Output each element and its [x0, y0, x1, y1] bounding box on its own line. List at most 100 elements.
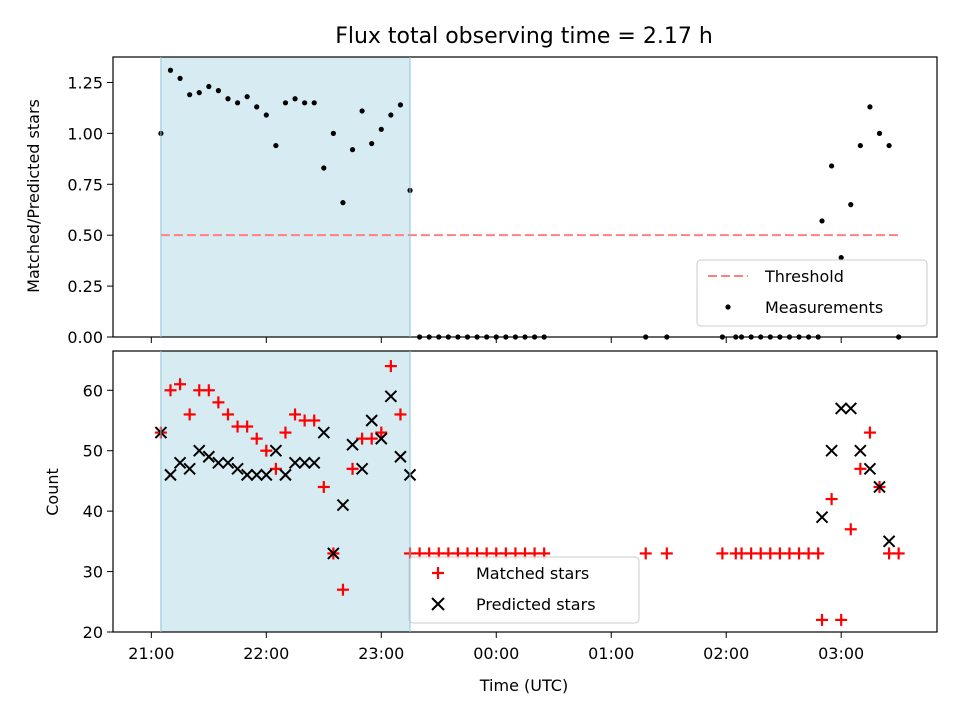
matched-star-point: [854, 462, 867, 475]
y-tick-label: 0.75: [67, 175, 103, 194]
predicted-star-point: [231, 462, 244, 476]
measurements-series: [158, 67, 902, 340]
measurement-point: [196, 90, 202, 96]
bottom-legend: Matched stars Predicted stars: [408, 556, 640, 624]
measurement-point: [349, 147, 356, 153]
matched-star-point: [317, 480, 330, 493]
measurement-point: [292, 96, 298, 102]
x-tick-label: 03:00: [818, 644, 864, 663]
legend-measurements-label: Measurements: [765, 298, 883, 317]
matched-star-point: [863, 426, 876, 439]
measurement-point: [829, 163, 835, 169]
matched-star-point: [212, 396, 225, 409]
y-tick-label: 0.25: [67, 277, 103, 296]
matched-star-point: [269, 462, 282, 475]
predicted-star-point: [288, 456, 302, 470]
y-tick-label: 50: [83, 442, 103, 461]
observing-window-shade-bottom: [160, 351, 411, 632]
predicted-star-point: [308, 456, 321, 470]
top-x-axis-ticks: [150, 337, 842, 343]
measurement-point: [254, 104, 260, 110]
matched-star-point: [812, 547, 825, 560]
top-legend: Threshold Measurements: [696, 259, 928, 327]
matched-star-point: [241, 420, 254, 433]
matched-star-point: [384, 360, 397, 373]
matched-star-point: [260, 444, 273, 457]
matched-star-point: [816, 613, 829, 626]
matched-star-point: [336, 583, 349, 596]
predicted-star-point: [202, 450, 216, 463]
predicted-star-point: [317, 426, 330, 439]
measurement-point: [244, 94, 250, 100]
bottom-panel: 20 30 40 50 60 21:00 22:00 23:00 00:00 01:00 02:0…: [43, 350, 938, 695]
measurement-point: [876, 130, 883, 136]
measurement-point: [282, 100, 289, 106]
predicted-star-point: [873, 480, 886, 494]
matched-star-point: [892, 547, 905, 560]
measurement-point: [867, 104, 873, 110]
predicted-star-point: [375, 432, 388, 445]
y-tick-label: 60: [83, 381, 103, 400]
measurement-point: [177, 75, 183, 81]
measurement-point: [187, 92, 193, 98]
legend-measurements-swatch: [725, 304, 731, 310]
x-tick-label: 22:00: [243, 644, 289, 663]
measurement-point: [369, 140, 375, 147]
predicted-star-point: [212, 456, 225, 470]
measurement-point: [397, 102, 404, 108]
y-tick-label: 0.00: [67, 328, 103, 347]
legend-matched-swatch: [432, 567, 444, 579]
y-tick-label: 30: [83, 563, 103, 582]
matched-star-point: [365, 432, 378, 445]
predicted-star-point: [825, 444, 838, 457]
measurement-point: [340, 200, 346, 206]
top-axes-frame: [112, 56, 938, 338]
matched-star-point: [639, 547, 652, 560]
predicted-star-point: [298, 456, 311, 470]
predicted-star-point: [173, 456, 187, 470]
predicted-star-point: [384, 390, 398, 403]
bottom-y-axis-ticks: 20 30 40 50 60: [83, 381, 113, 642]
x-axis-label: Time (UTC): [479, 676, 568, 695]
measurement-point: [206, 83, 212, 90]
measurement-point: [167, 67, 174, 73]
legend-threshold-label: Threshold: [764, 267, 844, 286]
predicted-star-point: [863, 462, 877, 476]
x-tick-label: 01:00: [588, 644, 634, 663]
predicted-star-point: [279, 468, 292, 482]
x-tick-label: 02:00: [703, 644, 749, 663]
matched-star-point: [394, 408, 407, 421]
matched-star-point: [250, 432, 263, 445]
matched-star-point: [835, 613, 848, 626]
predicted-star-point: [834, 402, 848, 415]
measurement-point: [848, 202, 854, 208]
predicted-star-point: [260, 468, 273, 482]
x-tick-label: 21:00: [128, 644, 174, 663]
matched-star-point: [346, 462, 359, 475]
measurement-point: [225, 96, 231, 102]
measurement-point: [273, 142, 279, 149]
matched-star-point: [164, 384, 177, 397]
measurement-point: [263, 112, 269, 118]
y-tick-label: 0.50: [67, 226, 103, 245]
chart-title: Flux total observing time = 2.17 h: [335, 24, 713, 49]
measurement-point: [886, 142, 892, 149]
measurement-point: [388, 112, 394, 118]
bottom-x-axis-ticks: 21:00 22:00 23:00 00:00 01:00 02:00 03:00: [128, 632, 864, 663]
legend-predicted-swatch: [431, 597, 445, 611]
observing-window-shade-top: [160, 57, 411, 337]
matched-star-point: [174, 378, 187, 391]
matched-star-point: [221, 408, 234, 421]
measurement-point: [311, 100, 317, 106]
y-tick-label: 20: [83, 623, 103, 642]
matched-star-point: [844, 523, 857, 536]
predicted-star-point: [815, 510, 829, 524]
y-tick-label: 40: [83, 502, 103, 521]
matched-star-point: [202, 384, 215, 397]
bottom-axes-frame: [112, 350, 938, 633]
predicted-star-point: [882, 535, 896, 548]
top-y-axis-label: Matched/Predicted stars: [24, 99, 43, 293]
predicted-star-point: [183, 462, 196, 476]
top-legend-box: [696, 259, 928, 327]
